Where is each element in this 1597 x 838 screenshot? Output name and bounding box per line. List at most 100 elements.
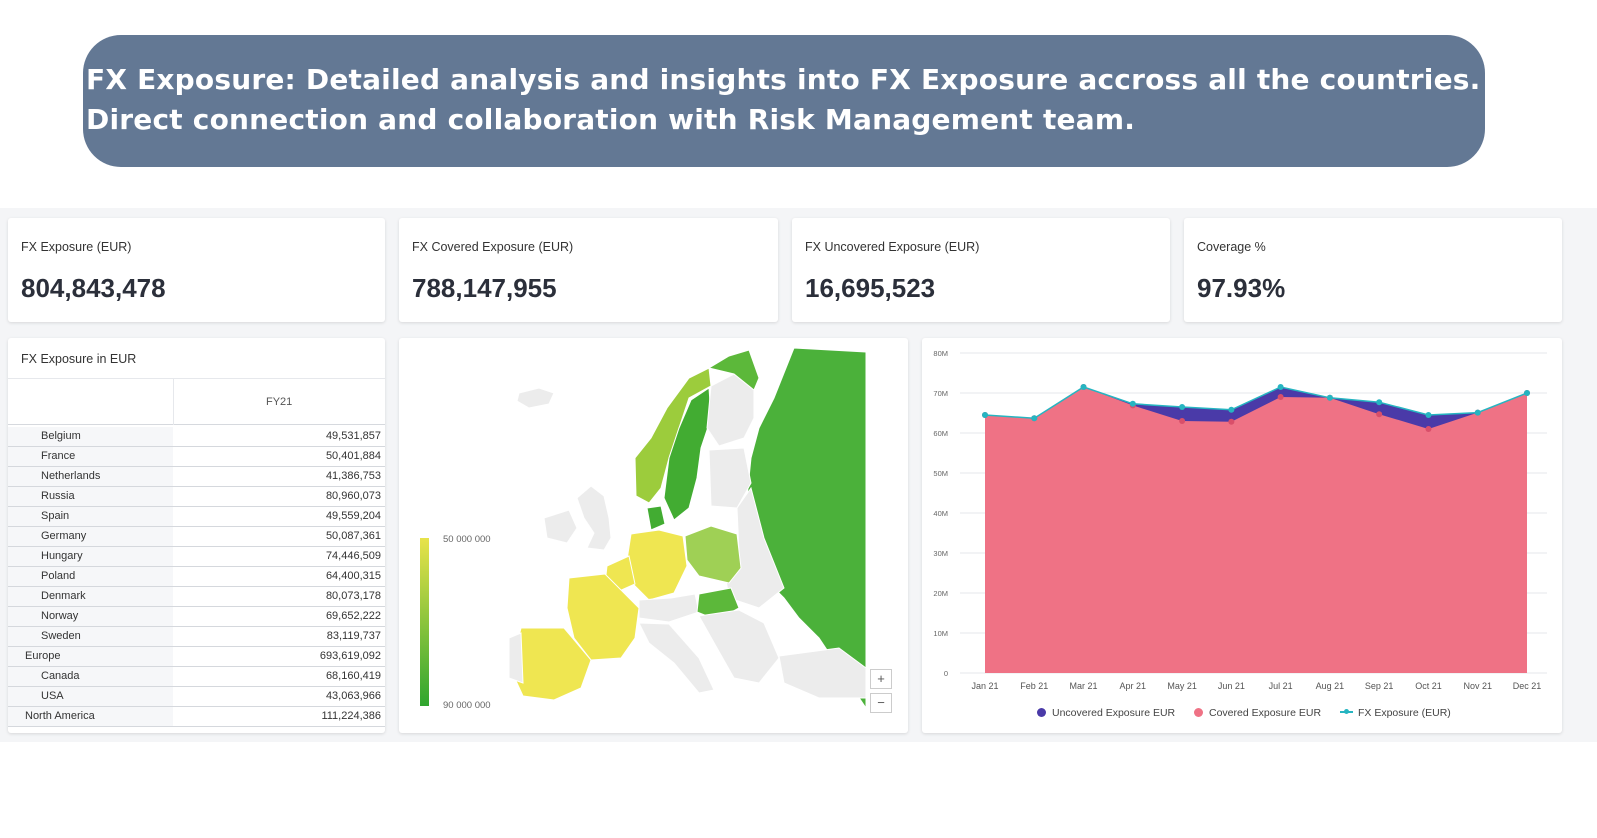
legend-swatch (1340, 709, 1353, 714)
row-value: 83,119,737 (326, 630, 381, 642)
column-header-fy21[interactable]: FY21 (266, 396, 293, 408)
kpi-card-covered-exposure[interactable]: FX Covered Exposure (EUR) 788,147,955 (399, 218, 778, 322)
kpi-value: 97.93% (1197, 273, 1286, 303)
fx-exposure-point (1376, 399, 1383, 406)
row-label-cell (8, 587, 173, 606)
map-region-uk (576, 485, 612, 551)
row-value: 80,073,178 (325, 590, 381, 602)
legend-item[interactable]: Covered Exposure EUR (1194, 707, 1321, 719)
row-label-cell (8, 527, 173, 546)
table-row[interactable]: North America 111,224,386 (8, 707, 385, 727)
row-label: Sweden (41, 630, 81, 642)
table-row[interactable]: Norway 69,652,222 (8, 607, 385, 627)
x-tick-label: Jul 21 (1269, 681, 1293, 691)
kpi-value: 16,695,523 (805, 273, 936, 303)
row-value: 49,531,857 (325, 430, 381, 442)
map-region-sweden (663, 387, 712, 521)
table-title: FX Exposure in EUR (21, 352, 137, 366)
y-tick-label: 40M (933, 509, 948, 518)
table-row[interactable]: France 50,401,884 (8, 447, 385, 467)
legend-item[interactable]: FX Exposure (EUR) (1340, 707, 1451, 719)
scale-top-label: 50 000 000 (443, 534, 491, 545)
x-tick-label: Jun 21 (1218, 681, 1245, 691)
row-label: France (41, 450, 76, 462)
table-row[interactable]: Russia 80,960,073 (8, 487, 385, 507)
row-label-cell (8, 547, 173, 566)
table-row[interactable]: Canada 68,160,419 (8, 667, 385, 687)
x-tick-label: Mar 21 (1070, 681, 1098, 691)
row-label: Europe (25, 650, 61, 662)
table-row[interactable]: Europe 693,619,092 (8, 647, 385, 667)
row-label: Russia (41, 490, 75, 502)
x-tick-label: May 21 (1167, 681, 1197, 691)
table-row[interactable]: Netherlands 41,386,753 (8, 467, 385, 487)
row-label-cell (8, 707, 173, 726)
y-tick-label: 0 (944, 669, 948, 678)
dashboard-area: FX Exposure (EUR) 804,843,478 FX Covered… (0, 208, 1597, 742)
kpi-card-uncovered-exposure[interactable]: FX Uncovered Exposure (EUR) 16,695,523 (792, 218, 1170, 322)
row-value: 49,559,204 (325, 510, 381, 522)
kpi-card-coverage[interactable]: Coverage % 97.93% (1184, 218, 1562, 322)
x-tick-label: Apr 21 (1120, 681, 1147, 691)
europe-map[interactable] (399, 338, 908, 733)
fx-exposure-point (1524, 390, 1530, 396)
covered-point (1376, 411, 1383, 418)
row-label-cell (8, 687, 173, 706)
row-value: 693,619,092 (319, 650, 381, 662)
kpi-value: 804,843,478 (21, 273, 166, 303)
legend-label: FX Exposure (EUR) (1358, 707, 1451, 719)
fx-exposure-point (1228, 406, 1235, 413)
legend-item[interactable]: Uncovered Exposure EUR (1037, 707, 1175, 719)
map-region-germany (626, 529, 688, 601)
row-label: Denmark (41, 590, 86, 602)
row-value: 41,386,753 (325, 470, 381, 482)
fx-exposure-point (982, 412, 988, 418)
row-label: Belgium (41, 430, 81, 442)
row-label: Hungary (41, 550, 83, 562)
map-region-norway (634, 367, 712, 504)
kpi-card-fx-exposure[interactable]: FX Exposure (EUR) 804,843,478 (8, 218, 385, 322)
table-row[interactable]: Poland 64,400,315 (8, 567, 385, 587)
table-row[interactable]: Belgium 49,531,857 (8, 427, 385, 447)
banner-title-line-2: Direct connection and collaboration with… (86, 103, 1136, 136)
zoom-in-button[interactable]: + (870, 669, 892, 689)
y-tick-label: 80M (933, 349, 948, 358)
banner-title-line-1: FX Exposure: Detailed analysis and insig… (86, 63, 1481, 96)
table-row[interactable]: Germany 50,087,361 (8, 527, 385, 547)
map-region-balkans (698, 609, 780, 684)
europe-map-card[interactable]: 50 000 000 90 000 000 + − (399, 338, 908, 733)
kpi-value: 788,147,955 (412, 273, 557, 303)
row-value: 64,400,315 (325, 570, 381, 582)
covered-point (1425, 426, 1432, 432)
map-region-iceland (516, 387, 555, 409)
fx-exposure-point (1031, 415, 1038, 422)
row-value: 69,652,222 (325, 610, 381, 622)
fx-exposure-point (1129, 400, 1136, 407)
covered-point (1277, 394, 1284, 400)
y-tick-label: 10M (933, 629, 948, 638)
kpi-title: Coverage % (1197, 240, 1266, 254)
zoom-out-button[interactable]: − (870, 693, 892, 713)
table-row[interactable]: USA 43,063,966 (8, 687, 385, 707)
y-tick-label: 50M (933, 469, 948, 478)
row-label-cell (8, 467, 173, 486)
fx-exposure-point (1326, 394, 1333, 401)
x-tick-label: Aug 21 (1316, 681, 1345, 691)
row-label: Spain (41, 510, 70, 522)
legend-swatch (1037, 708, 1046, 717)
row-label: Norway (41, 610, 79, 622)
series-line-fx-exposure (984, 386, 1528, 419)
exposure-area-chart[interactable]: 0 10M 20M 30M 40M 50M 60M 70M 80M Jan 21 Feb 21 Mar… (922, 338, 1562, 733)
table-row[interactable]: Sweden 83,119,737 (8, 627, 385, 647)
y-tick-label: 30M (933, 549, 948, 558)
fx-exposure-point (1425, 412, 1432, 418)
row-label-cell (8, 627, 173, 646)
row-value: 111,224,386 (321, 710, 381, 722)
x-tick-label: Jan 21 (971, 681, 998, 691)
table-row[interactable]: Denmark 80,073,178 (8, 587, 385, 607)
fx-exposure-point (1277, 384, 1284, 390)
map-region-turkey (778, 647, 867, 699)
table-row[interactable]: Hungary 74,446,509 (8, 547, 385, 567)
y-tick-label: 20M (933, 589, 948, 598)
table-row[interactable]: Spain 49,559,204 (8, 507, 385, 527)
